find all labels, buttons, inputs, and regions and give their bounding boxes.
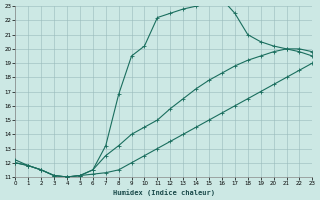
X-axis label: Humidex (Indice chaleur): Humidex (Indice chaleur) (113, 189, 215, 196)
